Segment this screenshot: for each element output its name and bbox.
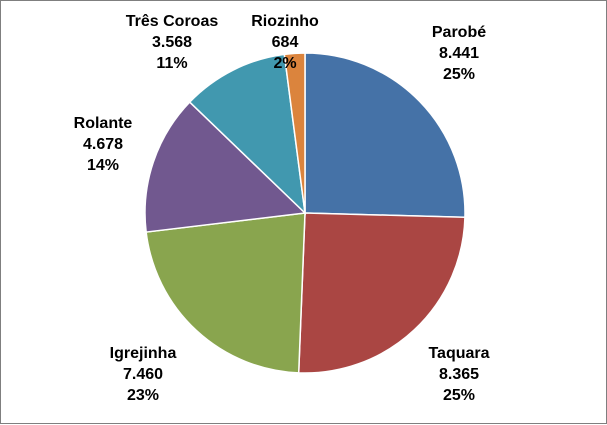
pie-slices [144,52,466,374]
data-label-name: Riozinho [251,13,319,30]
data-label-value: 8.365 [439,366,479,383]
pie-slice-riozinho [283,52,306,214]
data-label-percent: 2% [273,55,296,72]
data-label-value: 684 [272,34,299,51]
data-label-value: 4.678 [83,136,123,153]
pie-slice-parob- [304,52,466,219]
data-label-value: 8.441 [439,45,479,62]
data-label-percent: 25% [443,66,475,83]
data-label-name: Rolante [74,115,133,132]
pie-slice-tr-s-coroas [188,53,307,216]
pie-slice-igrejinha [145,212,306,374]
data-label-value: 7.460 [123,366,163,383]
data-label-value: 3.568 [152,34,192,51]
data-label-name: Taquara [428,345,489,362]
data-label-percent: 11% [156,55,187,72]
pie-slice-rolante [144,101,307,233]
data-label-percent: 14% [87,157,119,174]
data-labels: Parobé 8.441 25% Taquara 8.365 25% Igrejinha 7.… [74,13,490,404]
data-label-name: Igrejinha [110,345,177,362]
data-label-name: Três Coroas [126,13,219,30]
data-label-percent: 23% [127,387,159,404]
data-label-name: Parobé [432,24,486,41]
pie-slice-taquara [297,212,466,374]
data-label-percent: 25% [443,387,475,404]
